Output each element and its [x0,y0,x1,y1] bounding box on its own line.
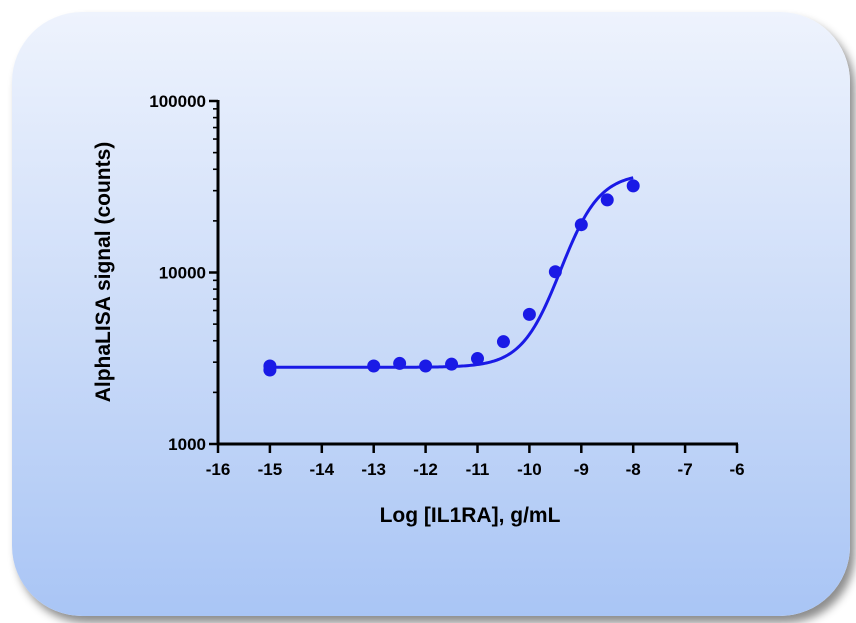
data-point [471,352,484,365]
data-point [627,179,640,192]
x-tick-label: -6 [729,460,744,479]
data-points-layer [263,179,639,376]
data-point [445,358,458,371]
x-tick-label: -8 [626,460,641,479]
data-point [419,359,432,372]
x-tick-label: -9 [574,460,589,479]
y-tick-label: 1000 [168,435,206,454]
y-tick-label: 10000 [159,264,206,283]
x-tick-label: -13 [361,460,386,479]
y-tick-label: 100000 [149,92,206,111]
y-axis-title: AlphaLISA signal (counts) [92,142,115,403]
data-point [367,359,380,372]
x-axis-title: Log [IL1RA], g/mL [380,504,561,527]
data-point [549,265,562,278]
data-point [497,335,510,348]
x-tick-label: -16 [206,460,231,479]
x-tick-label: -14 [310,460,335,479]
data-point [393,357,406,370]
x-tick-label: -15 [258,460,283,479]
fit-curve-layer [270,178,633,368]
x-tick-label: -10 [517,460,542,479]
x-tick-label: -7 [678,460,693,479]
x-tick-label: -11 [466,460,490,479]
fit-curve [270,178,633,368]
data-point [523,308,536,321]
data-point [601,193,614,206]
axes-layer: -16 -15 -14 -13 -12 -11 -10 -9 -8 -7 -6 1000 10000 10… [149,92,744,479]
x-tick-label: -12 [413,460,438,479]
data-point [263,364,276,377]
data-point [575,218,588,231]
